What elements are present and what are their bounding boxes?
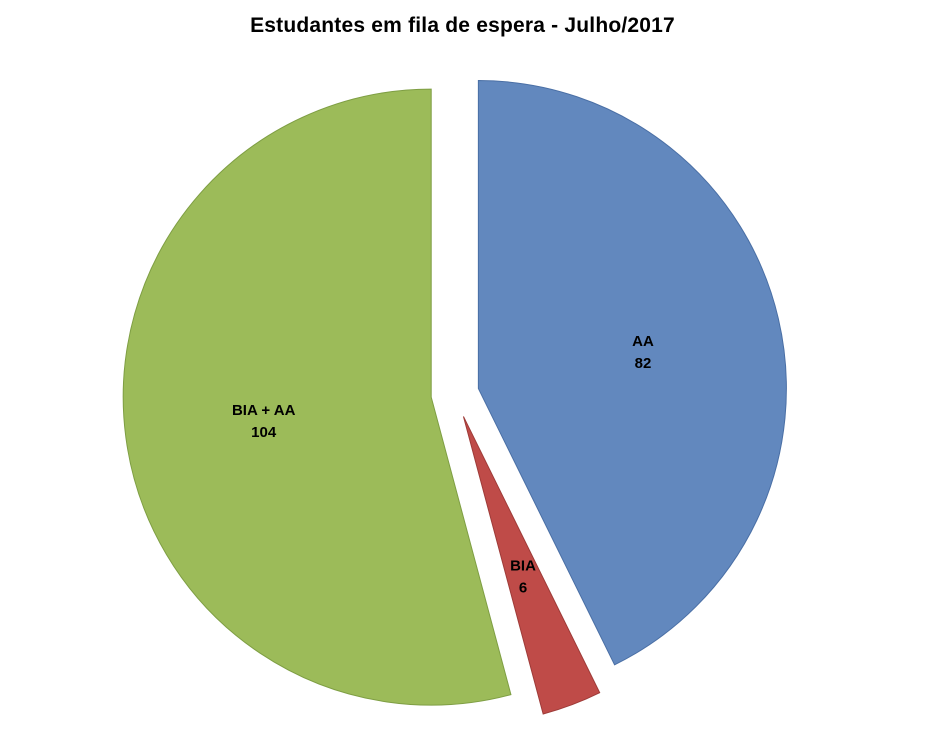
- slice-value-bia: 6: [519, 580, 527, 597]
- slice-label-aa: AA: [632, 333, 654, 350]
- pie-slice-bia-aa: [122, 88, 512, 706]
- pie-slice-bia: [462, 416, 601, 715]
- chart-title: Estudantes em fila de espera - Julho/201…: [250, 14, 675, 37]
- slice-value-aa: 82: [635, 355, 652, 372]
- slice-label-bia: BIA: [510, 558, 536, 575]
- slice-label-bia-aa: BIA + AA: [232, 402, 296, 419]
- pie-slice-aa: [477, 80, 787, 666]
- slice-value-bia-aa: 104: [251, 424, 277, 441]
